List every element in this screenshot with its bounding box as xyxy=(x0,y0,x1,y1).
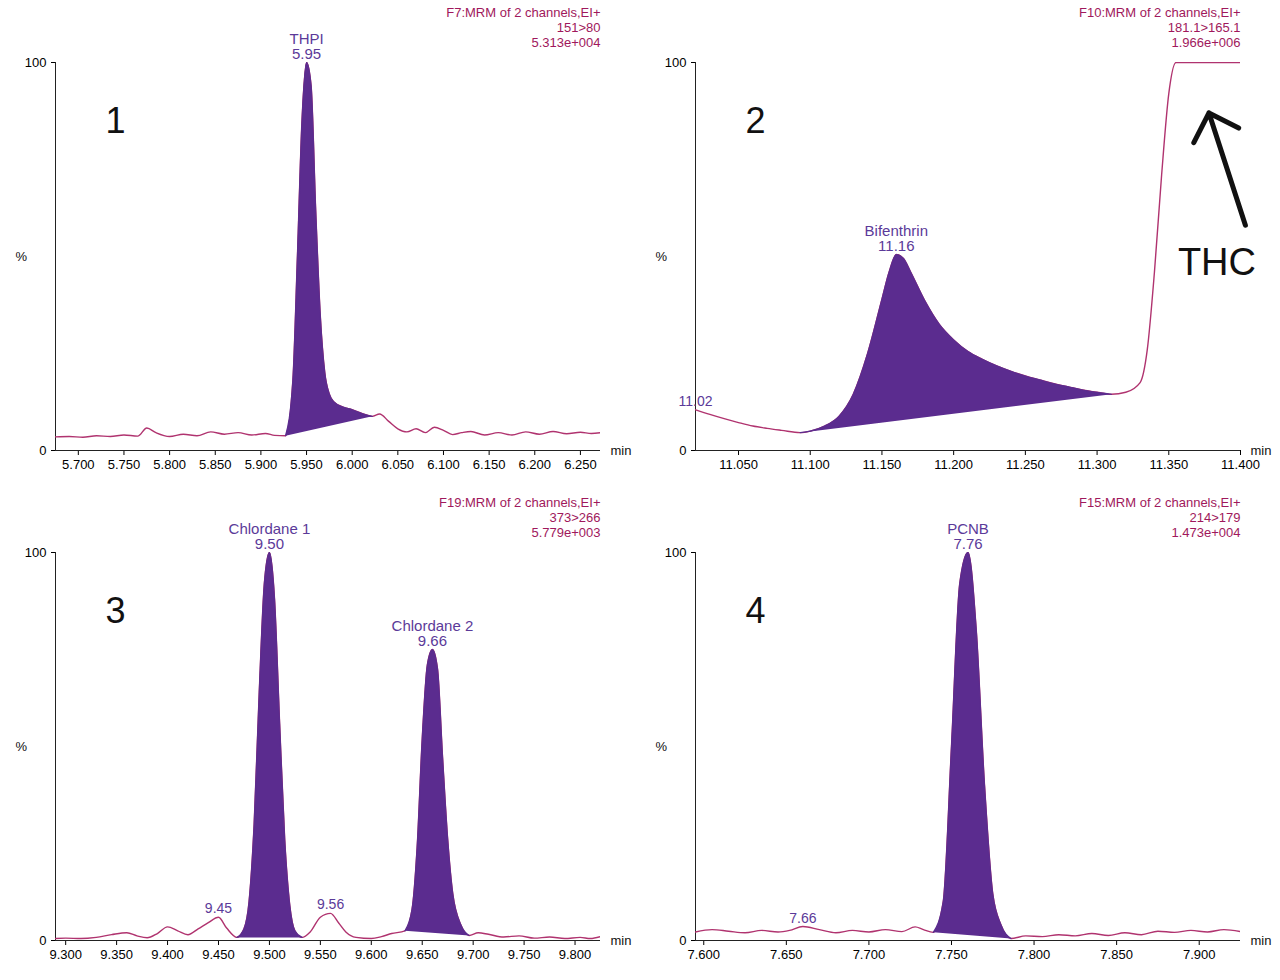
svg-text:F19:MRM of 2 channels,EI+373>2: F19:MRM of 2 channels,EI+373>2665.779e+0… xyxy=(439,495,601,540)
svg-text:0: 0 xyxy=(679,443,686,458)
svg-text:5.700: 5.700 xyxy=(62,457,95,472)
svg-text:PCNB7.76: PCNB7.76 xyxy=(947,520,989,552)
svg-text:9.650: 9.650 xyxy=(406,947,439,962)
svg-text:11.02: 11.02 xyxy=(679,393,713,409)
svg-text:2: 2 xyxy=(745,100,765,141)
svg-text:F10:MRM of 2 channels,EI+181.1: F10:MRM of 2 channels,EI+181.1>165.11.96… xyxy=(1079,5,1241,50)
svg-text:11.250: 11.250 xyxy=(1006,457,1045,472)
svg-text:%: % xyxy=(656,249,668,264)
svg-text:9.450: 9.450 xyxy=(202,947,235,962)
svg-text:F15:MRM of 2 channels,EI+214>1: F15:MRM of 2 channels,EI+214>1791.473e+0… xyxy=(1079,495,1241,540)
svg-text:F7:MRM of 2 channels,EI+151>80: F7:MRM of 2 channels,EI+151>805.313e+004 xyxy=(446,5,600,50)
svg-text:5.950: 5.950 xyxy=(290,457,323,472)
svg-text:7.650: 7.650 xyxy=(770,947,803,962)
svg-text:9.56: 9.56 xyxy=(317,896,344,912)
svg-text:1: 1 xyxy=(105,100,125,141)
svg-text:min: min xyxy=(611,933,632,948)
svg-text:11.200: 11.200 xyxy=(934,457,973,472)
svg-text:9.600: 9.600 xyxy=(355,947,388,962)
svg-text:11.150: 11.150 xyxy=(863,457,902,472)
svg-text:11.300: 11.300 xyxy=(1078,457,1117,472)
svg-text:7.66: 7.66 xyxy=(789,910,816,926)
svg-text:0: 0 xyxy=(679,933,686,948)
svg-text:min: min xyxy=(1251,443,1272,458)
svg-text:Chlordane 29.66: Chlordane 29.66 xyxy=(392,617,474,649)
svg-text:5.800: 5.800 xyxy=(153,457,186,472)
svg-text:%: % xyxy=(16,249,28,264)
svg-text:11.400: 11.400 xyxy=(1221,457,1260,472)
svg-text:9.700: 9.700 xyxy=(457,947,490,962)
svg-text:THPI5.95: THPI5.95 xyxy=(289,30,323,62)
svg-text:11.100: 11.100 xyxy=(791,457,830,472)
svg-text:%: % xyxy=(656,739,668,754)
svg-text:7.750: 7.750 xyxy=(935,947,968,962)
svg-text:0: 0 xyxy=(39,443,46,458)
svg-text:9.400: 9.400 xyxy=(151,947,184,962)
svg-text:0: 0 xyxy=(39,933,46,948)
svg-text:6.050: 6.050 xyxy=(382,457,415,472)
svg-text:6.200: 6.200 xyxy=(518,457,551,472)
svg-text:7.900: 7.900 xyxy=(1183,947,1216,962)
svg-text:Bifenthrin11.16: Bifenthrin11.16 xyxy=(865,222,928,254)
svg-text:9.45: 9.45 xyxy=(205,900,232,916)
svg-text:11.050: 11.050 xyxy=(719,457,758,472)
svg-text:9.750: 9.750 xyxy=(508,947,541,962)
svg-text:9.350: 9.350 xyxy=(100,947,133,962)
svg-text:min: min xyxy=(1251,933,1272,948)
svg-text:100: 100 xyxy=(665,545,687,560)
svg-text:7.800: 7.800 xyxy=(1018,947,1051,962)
svg-text:5.850: 5.850 xyxy=(199,457,232,472)
svg-text:7.850: 7.850 xyxy=(1100,947,1133,962)
svg-text:7.700: 7.700 xyxy=(853,947,886,962)
svg-text:100: 100 xyxy=(25,545,47,560)
svg-text:9.800: 9.800 xyxy=(559,947,592,962)
svg-text:5.900: 5.900 xyxy=(245,457,278,472)
svg-text:3: 3 xyxy=(105,590,125,631)
svg-text:6.250: 6.250 xyxy=(564,457,597,472)
svg-text:9.500: 9.500 xyxy=(253,947,286,962)
svg-text:9.300: 9.300 xyxy=(49,947,82,962)
svg-text:7.600: 7.600 xyxy=(687,947,720,962)
svg-text:4: 4 xyxy=(745,590,765,631)
svg-text:6.100: 6.100 xyxy=(427,457,460,472)
svg-text:6.150: 6.150 xyxy=(473,457,506,472)
svg-text:6.000: 6.000 xyxy=(336,457,369,472)
svg-text:100: 100 xyxy=(665,55,687,70)
svg-text:Chlordane 19.50: Chlordane 19.50 xyxy=(229,520,311,552)
svg-text:100: 100 xyxy=(25,55,47,70)
svg-text:%: % xyxy=(16,739,28,754)
svg-text:9.550: 9.550 xyxy=(304,947,337,962)
svg-text:11.350: 11.350 xyxy=(1149,457,1188,472)
svg-text:5.750: 5.750 xyxy=(108,457,141,472)
svg-text:min: min xyxy=(611,443,632,458)
svg-text:THC: THC xyxy=(1178,241,1256,283)
